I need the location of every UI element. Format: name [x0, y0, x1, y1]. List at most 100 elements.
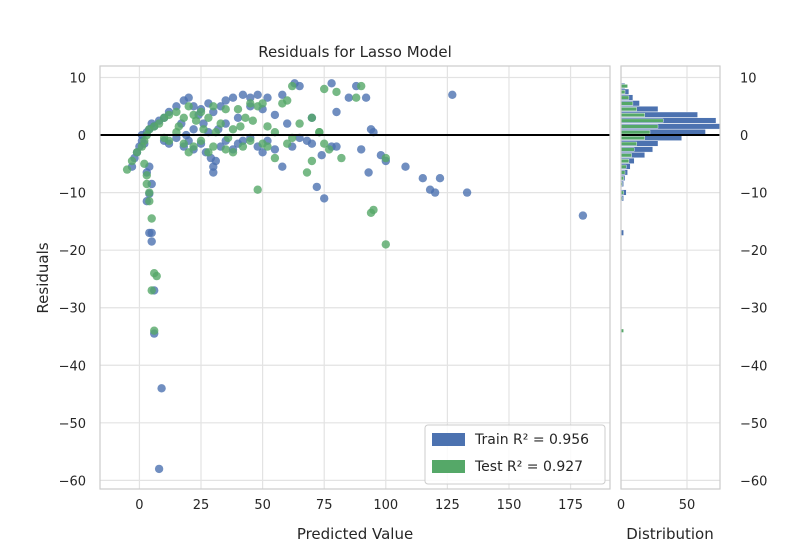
distribution-x-tick-labels: 0 50 — [617, 498, 695, 513]
test-point — [174, 122, 183, 131]
distribution-y-tick-label: 10 — [740, 72, 757, 87]
legend-swatch-test — [432, 460, 465, 473]
y-tick-labels: 10 0 −10 −20 −30 −40 −50 −60 — [59, 72, 86, 490]
distribution-bar-test — [620, 135, 645, 140]
train-point — [317, 151, 326, 160]
y-tick-label: 10 — [69, 72, 86, 87]
distribution-y-tick-label: −30 — [740, 302, 767, 317]
y-tick-label: −50 — [59, 417, 86, 432]
chart-title: Residuals for Lasso Model — [258, 43, 451, 61]
test-point — [164, 110, 174, 120]
test-point — [258, 99, 267, 108]
train-point — [189, 125, 198, 134]
test-point — [263, 122, 272, 131]
train-point — [211, 156, 220, 166]
train-point — [283, 119, 292, 128]
distribution-x-tick-label: 50 — [679, 498, 696, 513]
test-point — [172, 107, 181, 117]
train-point — [258, 148, 267, 157]
test-point — [324, 145, 334, 154]
test-point — [332, 87, 341, 97]
train-point — [270, 110, 280, 120]
distribution-plot-border — [620, 65, 721, 490]
test-point — [147, 214, 156, 223]
test-point — [307, 156, 317, 166]
test-point — [122, 165, 132, 174]
distribution-axis-title: Distribution — [626, 525, 714, 543]
test-point — [196, 107, 206, 117]
test-point — [142, 179, 151, 189]
distribution-bar-test — [620, 84, 628, 89]
train-point — [312, 182, 321, 192]
train-point — [228, 93, 238, 102]
distribution-bar-test — [620, 101, 634, 106]
test-point — [228, 125, 238, 134]
distribution-bar-test — [620, 118, 664, 123]
test-point — [145, 188, 154, 197]
test-point — [132, 148, 142, 157]
train-point — [278, 162, 287, 171]
train-point — [361, 93, 371, 102]
test-point — [357, 81, 366, 91]
distribution-x-tick-label: 0 — [617, 498, 625, 513]
test-point — [145, 197, 154, 206]
distribution-y-tick-labels: 10 0 −10 −20 −30 −40 −50 −60 — [740, 72, 767, 490]
test-point — [142, 171, 151, 180]
train-point — [366, 125, 376, 134]
main-plot-border — [99, 65, 611, 490]
test-point — [209, 142, 218, 151]
train-point — [327, 79, 336, 88]
train-point — [238, 136, 248, 145]
test-point — [236, 122, 245, 131]
train-point — [154, 464, 164, 474]
test-point — [246, 136, 255, 145]
train-point — [307, 139, 317, 148]
test-point — [209, 102, 218, 111]
test-point — [233, 105, 243, 114]
test-point — [216, 119, 225, 128]
x-tick-label: 75 — [316, 498, 333, 513]
legend-label-train: Train R² = 0.956 — [474, 432, 589, 448]
x-tick-labels: 0 25 50 75 100 125 150 175 — [135, 498, 583, 513]
train-point — [364, 168, 373, 177]
test-point — [320, 139, 329, 148]
train-point — [233, 113, 243, 123]
test-point — [270, 153, 280, 163]
train-point — [332, 142, 341, 151]
train-point — [270, 145, 280, 154]
distribution-bar-test — [620, 95, 630, 100]
test-point — [320, 84, 329, 94]
test-point — [337, 153, 346, 163]
x-tick-label: 0 — [135, 498, 143, 513]
x-tick-label: 25 — [193, 498, 210, 513]
train-point — [147, 228, 156, 238]
distribution-bar-test — [620, 112, 645, 117]
test-point — [352, 93, 361, 102]
test-point — [154, 119, 164, 128]
test-point — [140, 159, 149, 168]
legend-box — [424, 424, 606, 485]
test-point — [127, 156, 137, 166]
test-point — [238, 142, 248, 151]
test-point — [253, 185, 262, 194]
train-point — [209, 168, 218, 177]
test-point — [184, 148, 193, 157]
distribution-bar-test — [620, 107, 638, 112]
legend: Train R² = 0.956 Test R² = 0.927 — [424, 424, 606, 485]
test-point — [221, 105, 230, 114]
train-point — [344, 93, 353, 102]
train-point — [184, 93, 193, 102]
y-tick-label: −30 — [59, 302, 86, 317]
train-point — [278, 90, 287, 100]
test-point — [179, 139, 188, 148]
x-axis-title: Predicted Value — [297, 525, 413, 543]
distribution-bar-test — [620, 130, 651, 135]
distribution-bar-test — [620, 158, 630, 163]
test-point — [366, 208, 376, 217]
test-point — [381, 240, 390, 249]
y-tick-label: −10 — [59, 187, 86, 202]
train-point — [430, 188, 440, 197]
train-point — [462, 188, 472, 197]
legend-label-test: Test R² = 0.927 — [474, 459, 583, 475]
